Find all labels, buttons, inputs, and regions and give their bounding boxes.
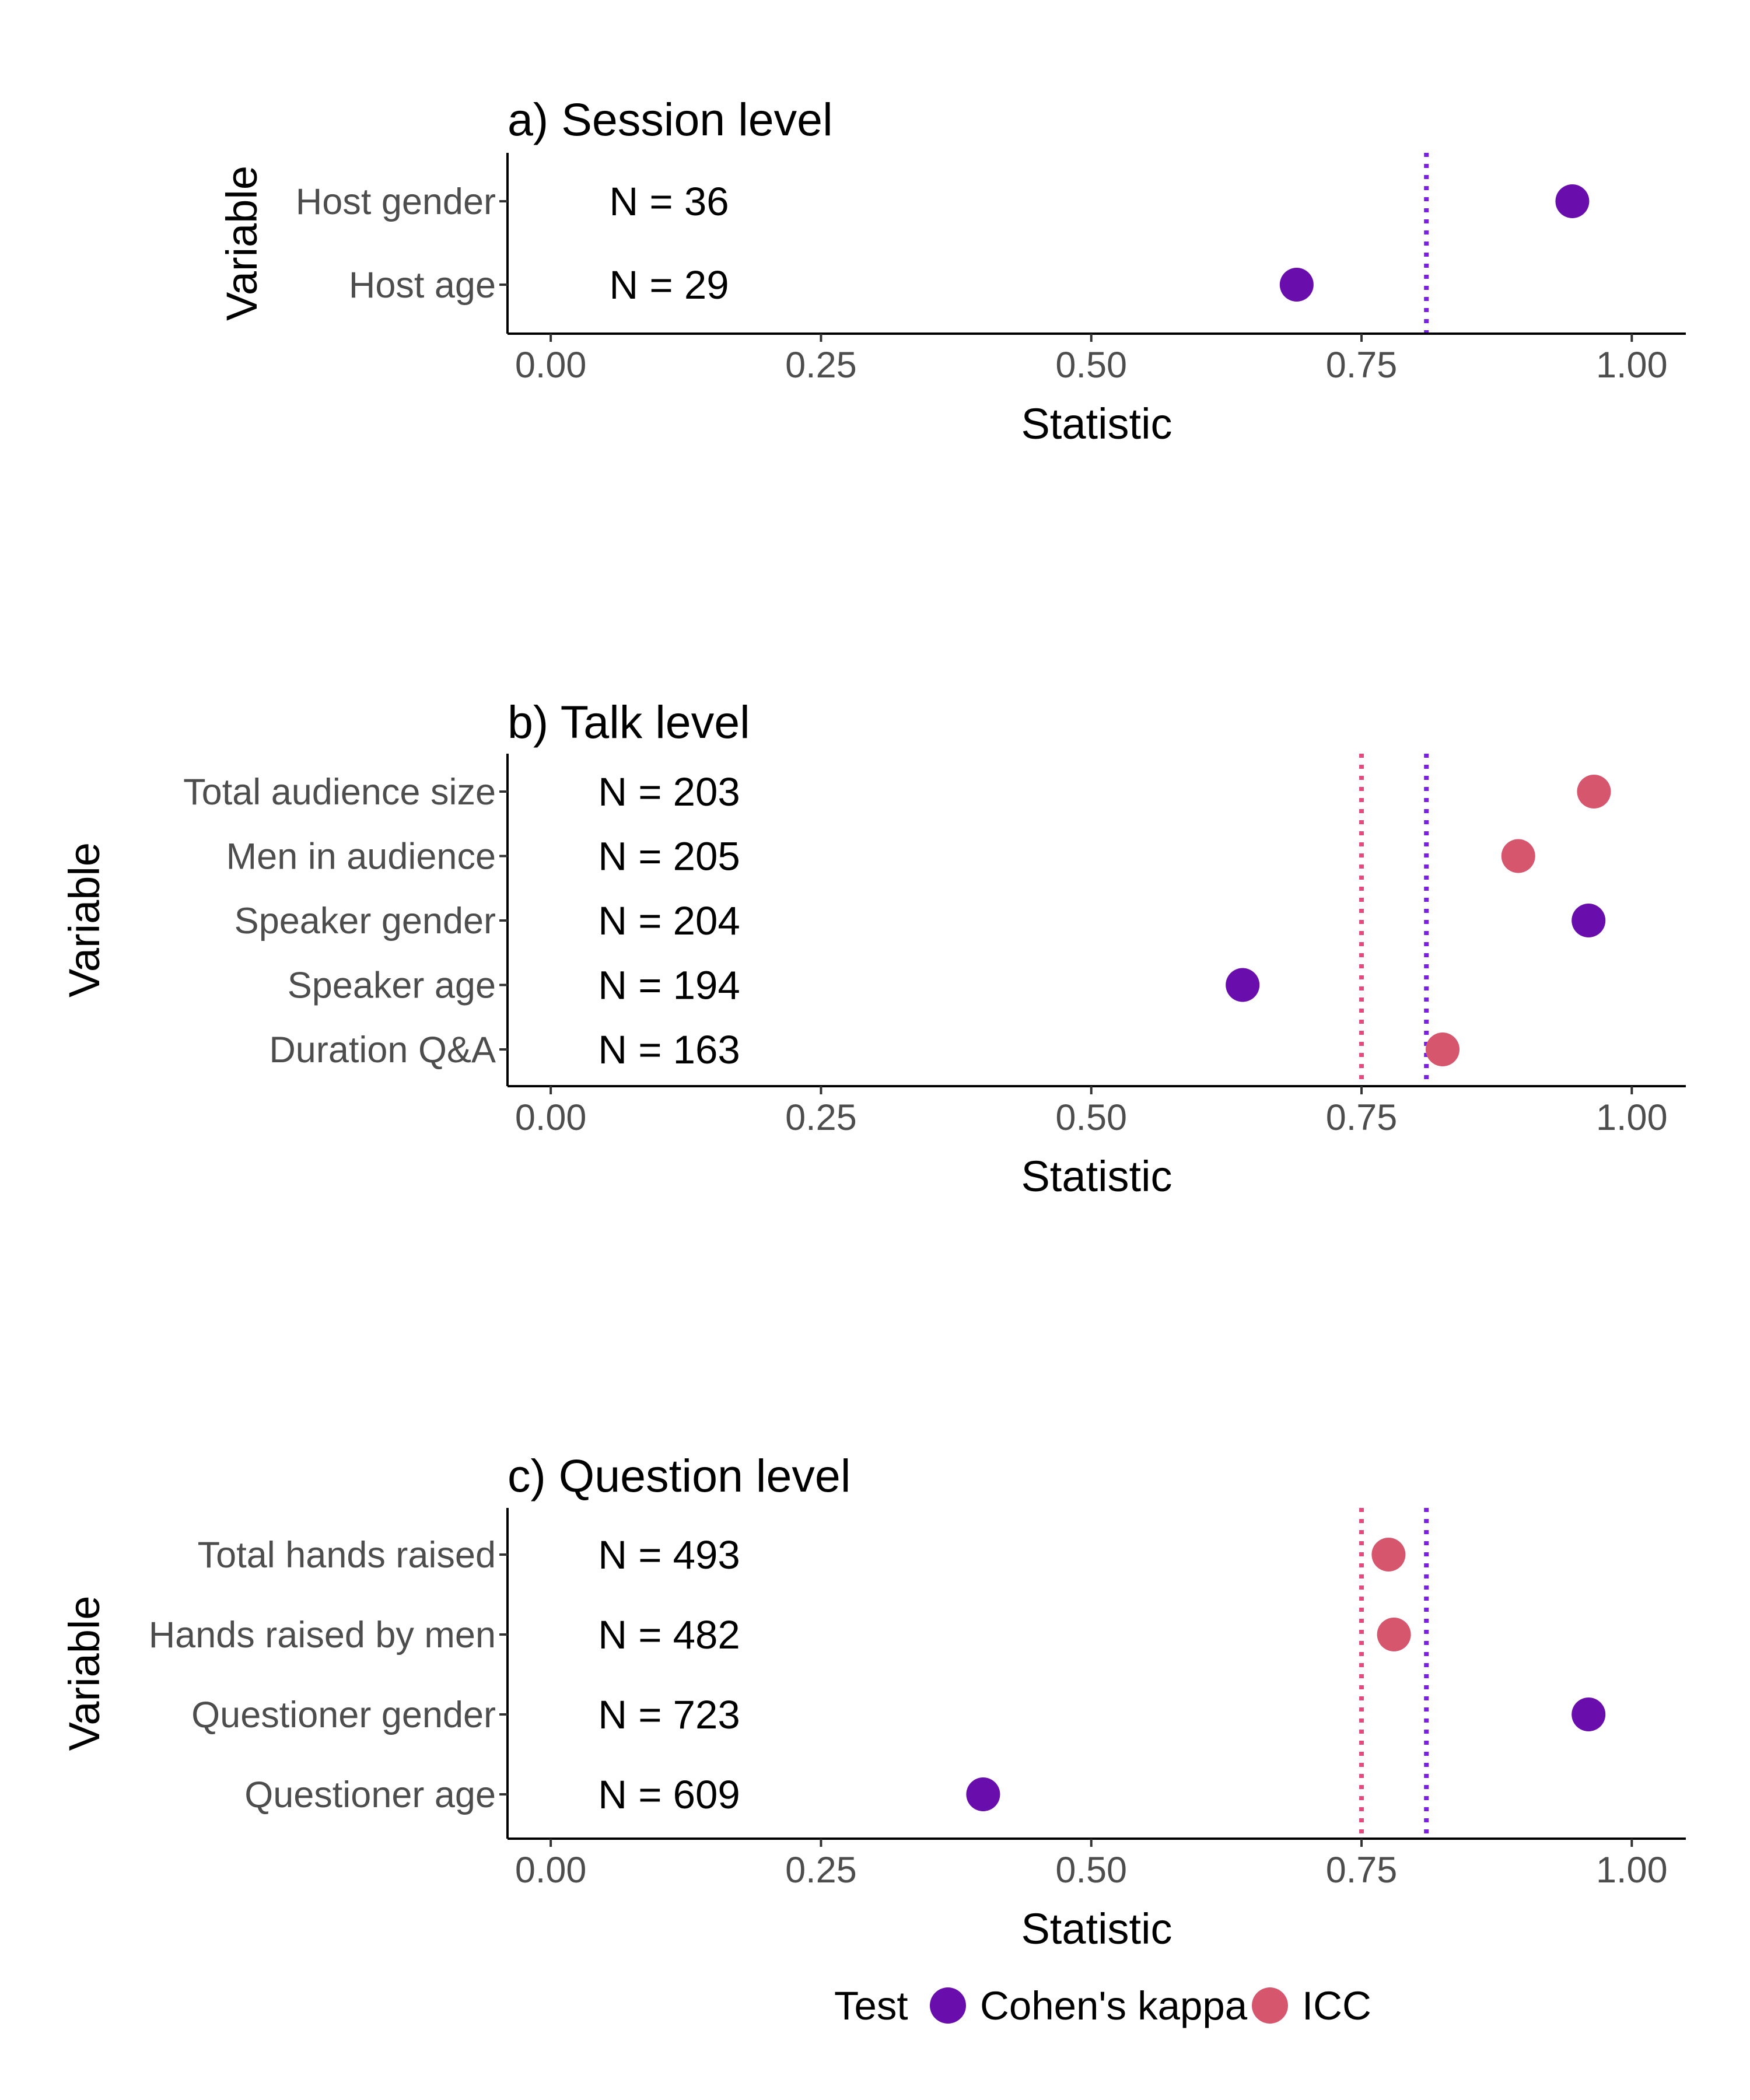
data-point-kappa xyxy=(1279,268,1314,302)
legend-label-icc: ICC xyxy=(1302,1983,1371,2028)
y-axis-title: Variable xyxy=(60,842,108,998)
y-tick-label: Questioner gender xyxy=(191,1695,496,1735)
n-label: N = 205 xyxy=(598,834,740,879)
data-point-kappa xyxy=(1555,184,1590,218)
legend-label-kappa: Cohen's kappa xyxy=(980,1983,1248,2028)
legend-key-kappa xyxy=(930,1987,966,2024)
n-label: N = 609 xyxy=(598,1772,740,1817)
data-point-icc xyxy=(1501,839,1535,873)
data-point-kappa xyxy=(1572,1698,1606,1731)
n-label: N = 204 xyxy=(598,898,740,943)
legend: Test Cohen's kappa ICC xyxy=(834,1983,1371,2028)
n-label: N = 194 xyxy=(598,963,740,1008)
y-axis-title: Variable xyxy=(60,1595,108,1751)
data-point-kappa xyxy=(966,1777,1000,1811)
n-label: N = 203 xyxy=(598,769,740,814)
data-point-icc xyxy=(1377,1618,1411,1651)
n-label: N = 493 xyxy=(598,1532,740,1577)
x-tick-label: 0.50 xyxy=(1055,345,1127,386)
x-tick-label: 0.00 xyxy=(515,1850,587,1891)
x-axis-title: Statistic xyxy=(1021,400,1172,448)
x-axis-title: Statistic xyxy=(1021,1152,1172,1200)
data-point-icc xyxy=(1577,775,1611,808)
legend-title: Test xyxy=(834,1983,908,2028)
x-tick-label: 0.75 xyxy=(1326,1097,1398,1138)
n-label: N = 482 xyxy=(598,1612,740,1657)
y-tick-label: Total audience size xyxy=(183,772,496,813)
y-tick-label: Speaker gender xyxy=(235,901,496,942)
panel-1: a) Session level 0.00 0.25 0.50 0.75 1.00 Stat… xyxy=(218,93,1686,448)
n-label: N = 163 xyxy=(598,1027,740,1072)
x-tick-label: 0.00 xyxy=(515,1097,587,1138)
y-tick-label: Host gender xyxy=(296,181,496,222)
panel-3: c) Question level 0.00 0.25 0.50 0.75 1.00 Sta… xyxy=(60,1450,1686,1953)
x-tick-label: 1.00 xyxy=(1596,1097,1668,1138)
y-tick-label: Hands raised by men xyxy=(149,1615,496,1656)
data-point-icc xyxy=(1426,1032,1460,1066)
x-tick-label: 1.00 xyxy=(1596,345,1668,386)
panel-title: c) Question level xyxy=(508,1450,850,1502)
n-label: N = 723 xyxy=(598,1692,740,1737)
panel-title: a) Session level xyxy=(508,93,833,145)
panels: a) Session level 0.00 0.25 0.50 0.75 1.00 Stat… xyxy=(60,93,1686,1953)
y-tick-label: Speaker age xyxy=(288,965,496,1006)
panel-title: b) Talk level xyxy=(508,696,750,748)
x-tick-label: 0.50 xyxy=(1055,1850,1127,1891)
x-tick-label: 0.00 xyxy=(515,345,587,386)
y-tick-label: Men in audience xyxy=(226,836,496,877)
data-point-icc xyxy=(1371,1538,1406,1572)
x-tick-label: 0.25 xyxy=(785,1850,857,1891)
y-axis-title: Variable xyxy=(218,166,266,321)
panel-2: b) Talk level 0.00 0.25 0.50 0.75 1.00 Statist… xyxy=(60,696,1686,1200)
y-tick-label: Questioner age xyxy=(244,1774,496,1815)
x-tick-label: 0.25 xyxy=(785,1097,857,1138)
x-tick-label: 0.75 xyxy=(1326,345,1398,386)
y-tick-label: Total hands raised xyxy=(198,1535,496,1576)
x-tick-label: 0.75 xyxy=(1326,1850,1398,1891)
x-tick-label: 0.25 xyxy=(785,345,857,386)
n-label: N = 36 xyxy=(609,179,729,224)
y-tick-label: Host age xyxy=(349,265,496,306)
data-point-kappa xyxy=(1226,968,1260,1002)
legend-key-icc xyxy=(1252,1987,1288,2024)
n-label: N = 29 xyxy=(609,262,729,307)
x-tick-label: 0.50 xyxy=(1055,1097,1127,1138)
y-tick-label: Duration Q&A xyxy=(269,1030,496,1070)
x-axis-title: Statistic xyxy=(1021,1905,1172,1953)
x-tick-label: 1.00 xyxy=(1596,1850,1668,1891)
data-point-kappa xyxy=(1572,904,1606,937)
